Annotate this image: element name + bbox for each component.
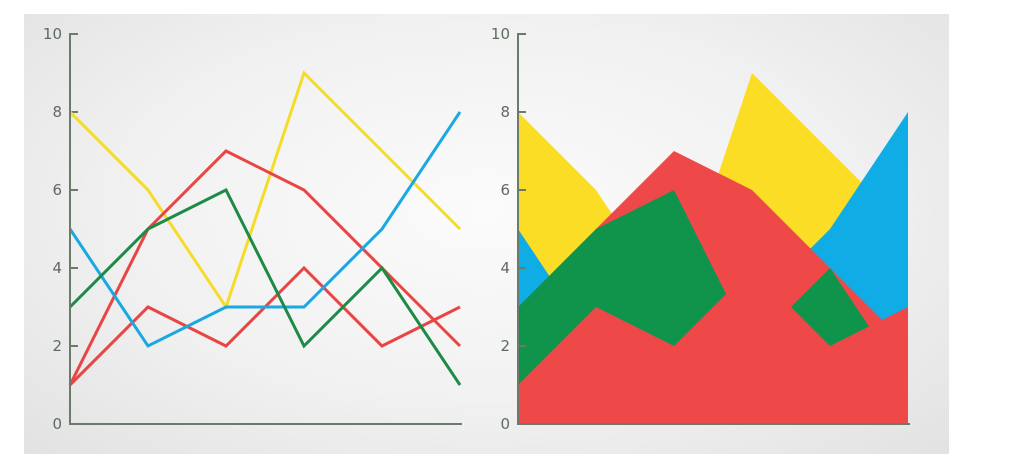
line-series-4 <box>68 111 462 348</box>
left-y-tick-label-8: 8 <box>52 103 62 121</box>
right-y-tick-label-6: 6 <box>500 181 510 199</box>
left-y-tick-label-6: 6 <box>52 181 62 199</box>
right-y-tick-label-8: 8 <box>500 103 510 121</box>
right-y-tick-label-4: 4 <box>500 259 510 277</box>
line-series-5 <box>68 187 462 386</box>
area-series-5 <box>518 268 908 424</box>
left-y-tick-label-10: 10 <box>43 25 62 43</box>
right-y-tick-label-0: 0 <box>500 415 510 433</box>
right-y-tick-label-10: 10 <box>491 25 510 43</box>
line-series-2 <box>68 149 462 386</box>
line-series-1 <box>68 70 462 311</box>
left-y-tick-label-0: 0 <box>52 415 62 433</box>
left-y-tick-label-4: 4 <box>52 259 62 277</box>
right-y-tick-label-2: 2 <box>500 337 510 355</box>
left-y-tick-label-2: 2 <box>52 337 62 355</box>
